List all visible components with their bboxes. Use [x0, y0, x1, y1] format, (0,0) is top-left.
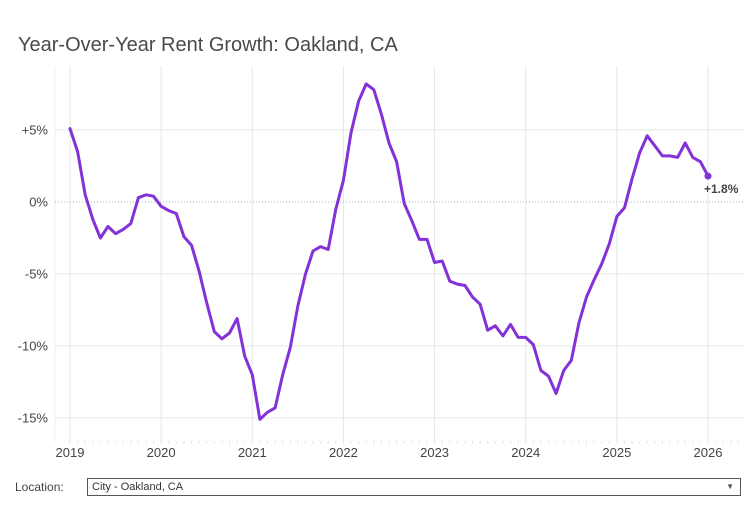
y-tick-label: -5%: [25, 267, 49, 282]
x-tick-label: 2025: [602, 445, 631, 460]
end-point-marker: [704, 172, 712, 180]
x-tick-label: 2019: [56, 445, 85, 460]
location-select[interactable]: City - Oakland, CA ▼: [87, 478, 741, 496]
x-tick-label: 2020: [147, 445, 176, 460]
axes: 2019 2020 2021 2022 2023 2024 2025 2026 +5% 0% -5%…: [18, 123, 723, 461]
x-tick-label: 2024: [511, 445, 540, 460]
x-tick-label: 2022: [329, 445, 358, 460]
x-tick-label: 2026: [694, 445, 723, 460]
location-label: Location:: [15, 480, 64, 494]
series-line: [68, 82, 710, 421]
y-tick-label: +5%: [22, 123, 49, 138]
chart-title: Year-Over-Year Rent Growth: Oakland, CA: [18, 34, 398, 56]
series: +1.8%: [68, 82, 739, 421]
x-tick-label: 2021: [238, 445, 267, 460]
y-tick-label: -15%: [18, 411, 49, 426]
location-selected-value: City - Oakland, CA: [92, 481, 184, 493]
grid: [54, 66, 744, 444]
x-tick-label: 2023: [420, 445, 449, 460]
location-filter: Location: City - Oakland, CA ▼: [0, 478, 752, 500]
end-value-label: +1.8%: [704, 182, 739, 196]
line-chart: 2019 2020 2021 2022 2023 2024 2025 2026 +5% 0% -5%…: [18, 66, 744, 461]
dropdown-arrow-icon: ▼: [726, 482, 734, 491]
y-tick-label: 0%: [29, 195, 48, 210]
y-tick-label: -10%: [18, 339, 49, 354]
